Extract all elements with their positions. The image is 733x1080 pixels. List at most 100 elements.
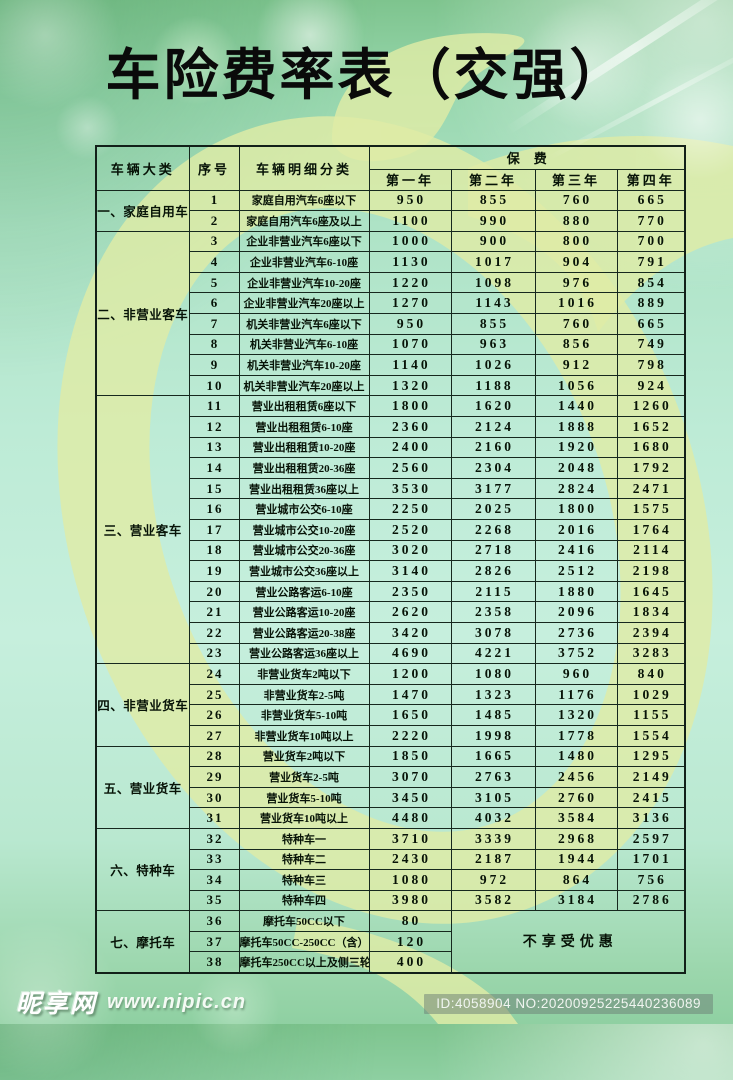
vehicle-label-cell: 营业货车2-5吨	[238, 766, 370, 788]
table-row: 七、摩托车 36 摩托车50CC以下 80 不享受优惠	[95, 910, 686, 974]
premium-cell: 2520	[368, 519, 452, 541]
premium-cell: 2350	[368, 580, 452, 603]
premium-cell: 2115	[450, 580, 536, 603]
premium-cell: 3283	[616, 642, 686, 665]
page-title: 车险费率表（交强）	[105, 45, 628, 106]
vehicle-label-cell: 非营业货车2吨以下	[238, 663, 370, 685]
premium-cell: 2358	[450, 601, 536, 623]
premium-cell: 1320	[534, 704, 618, 726]
serial-cell: 23	[188, 642, 240, 665]
serial-cell: 15	[188, 477, 240, 500]
premium-cell: 1888	[534, 416, 618, 438]
premium-cell: 1016	[534, 292, 618, 315]
premium-cell: 1080	[450, 663, 536, 685]
serial-cell: 4	[188, 251, 240, 273]
vehicle-label-cell: 营业公路客运36座以上	[238, 642, 370, 665]
vehicle-label-cell: 营业公路客运10-20座	[238, 601, 370, 623]
vehicle-label-cell: 机关非营业汽车10-20座	[238, 354, 370, 376]
table-row: 三、营业客车 11 营业出租租赁6座以下 1800 1620 1440 1260	[95, 395, 686, 665]
vehicle-label-cell: 营业出租租赁20-36座	[238, 457, 370, 479]
header-row-1: 车辆大类 序号 车辆明细分类 保费	[95, 145, 686, 191]
premium-cell: 2268	[450, 519, 536, 541]
premium-cell: 1554	[616, 724, 686, 747]
watermark-left: 昵享网 www.nipic.cn	[16, 984, 246, 1020]
col-header-category: 车辆大类	[95, 145, 190, 191]
serial-cell: 2	[188, 210, 240, 232]
premium-cell: 1778	[534, 724, 618, 747]
category-cell: 二、非营业客车	[95, 230, 190, 397]
vehicle-label-cell: 特种车四	[238, 889, 370, 912]
vehicle-label-cell: 特种车三	[238, 869, 370, 891]
vehicle-label-cell: 机关非营业汽车20座以上	[238, 374, 370, 397]
category-cell: 七、摩托车	[95, 910, 190, 974]
serial-cell: 8	[188, 333, 240, 356]
premium-cell: 1834	[616, 601, 686, 623]
table-row: 一、家庭自用车 1 家庭自用汽车6座以下 950 855 760 665	[95, 189, 686, 232]
premium-cell: 749	[616, 333, 686, 356]
serial-cell: 35	[188, 889, 240, 912]
premium-cell: 2560	[368, 457, 452, 479]
premium-cell: 2124	[450, 416, 536, 438]
premium-cell: 1470	[368, 683, 452, 706]
premium-cell: 3105	[450, 786, 536, 809]
premium-cell: 2360	[368, 416, 452, 438]
premium-cell: 1056	[534, 374, 618, 397]
premium-cell: 2718	[450, 539, 536, 562]
premium-cell: 924	[616, 374, 686, 397]
vehicle-label-cell: 营业城市公交6-10座	[238, 498, 370, 520]
premium-cell: 120	[368, 930, 452, 953]
premium-cell: 972	[450, 869, 536, 891]
premium-cell: 1792	[616, 457, 686, 479]
premium-cell: 912	[534, 354, 618, 376]
serial-cell: 13	[188, 436, 240, 459]
premium-cell: 1998	[450, 724, 536, 747]
premium-cell: 2114	[616, 539, 686, 562]
premium-cell: 3070	[368, 766, 452, 788]
category-cell: 六、特种车	[95, 827, 190, 912]
premium-cell: 1000	[368, 230, 452, 253]
premium-cell: 760	[534, 313, 618, 335]
premium-cell: 2763	[450, 766, 536, 788]
premium-cell: 3582	[450, 889, 536, 912]
serial-cell: 7	[188, 313, 240, 335]
premium-cell: 3140	[368, 560, 452, 582]
premium-cell: 2250	[368, 498, 452, 520]
vehicle-label-cell: 营业公路客运6-10座	[238, 580, 370, 603]
category-cell: 四、非营业货车	[95, 663, 190, 747]
serial-cell: 38	[188, 951, 240, 974]
premium-cell: 770	[616, 210, 686, 232]
premium-cell: 3420	[368, 621, 452, 644]
premium-cell: 1645	[616, 580, 686, 603]
rate-table: 车辆大类 序号 车辆明细分类 保费 第一年 第二年 第三年 第四年 一、家庭自用…	[95, 145, 687, 974]
serial-cell: 34	[188, 869, 240, 891]
table-row: 五、营业货车 28 营业货车2吨以下 1850 1665 1480 1295	[95, 745, 686, 829]
premium-cell: 889	[616, 292, 686, 315]
vehicle-label-cell: 摩托车50CC-250CC（含）	[238, 930, 370, 953]
premium-cell: 4032	[450, 807, 536, 829]
premium-cell: 791	[616, 251, 686, 273]
nipic-url: www.nipic.cn	[107, 990, 247, 1013]
premium-cell: 2149	[616, 766, 686, 788]
premium-cell: 1701	[616, 848, 686, 871]
vehicle-label-cell: 特种车二	[238, 848, 370, 871]
premium-cell: 904	[534, 251, 618, 273]
premium-cell: 1764	[616, 519, 686, 541]
serial-cell: 36	[188, 910, 240, 932]
premium-cell: 864	[534, 869, 618, 891]
premium-cell: 900	[450, 230, 536, 253]
premium-cell: 2736	[534, 621, 618, 644]
premium-cell: 1320	[368, 374, 452, 397]
premium-cell: 2456	[534, 766, 618, 788]
vehicle-label-cell: 营业城市公交20-36座	[238, 539, 370, 562]
premium-cell: 1029	[616, 683, 686, 706]
vehicle-label-cell: 营业出租租赁6-10座	[238, 416, 370, 438]
vehicle-label-cell: 企业非营业汽车6-10座	[238, 251, 370, 273]
serial-cell: 37	[188, 930, 240, 953]
premium-cell: 2826	[450, 560, 536, 582]
premium-cell: 1143	[450, 292, 536, 315]
premium-cell: 1680	[616, 436, 686, 459]
premium-cell: 2025	[450, 498, 536, 520]
premium-cell: 2394	[616, 621, 686, 644]
premium-cell: 2096	[534, 601, 618, 623]
